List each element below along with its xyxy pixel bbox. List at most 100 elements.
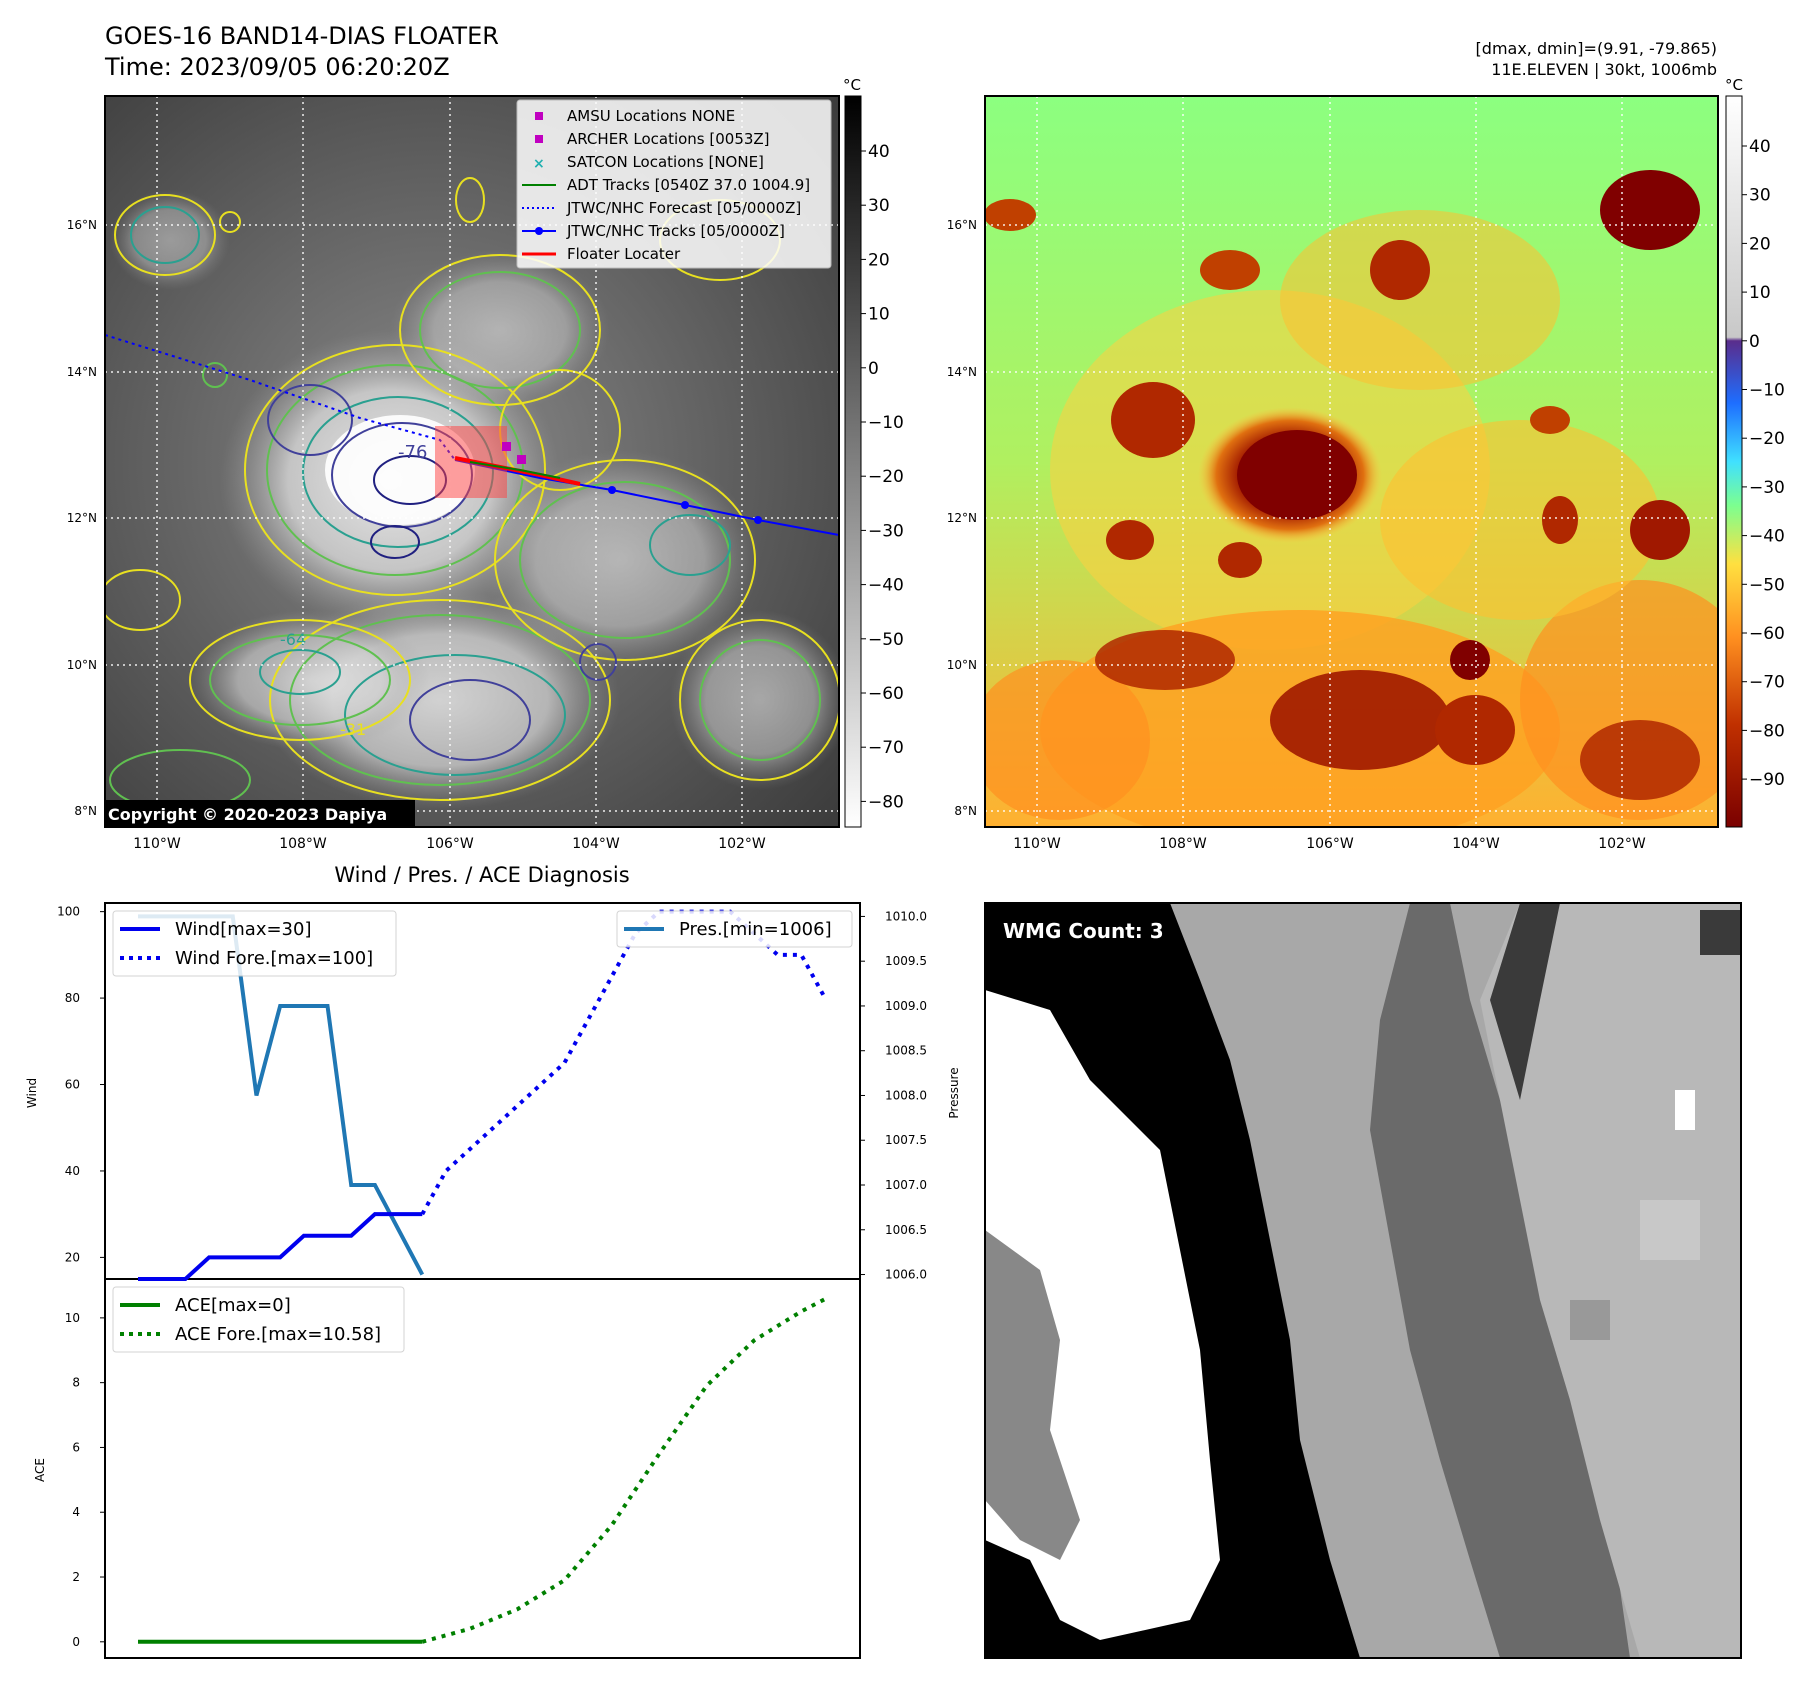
lon-label-right: 108°W xyxy=(1159,836,1207,852)
color-cb-tick-label: −70 xyxy=(1749,673,1785,693)
contour-label-76: -76 xyxy=(398,442,427,463)
pressure-tick-label: 1008.0 xyxy=(885,1088,927,1102)
gray-colorbar-ticks: 40 30 20 10 0 −10 −20 −30 −40 −50 −60 −70 −80 xyxy=(861,142,904,812)
lat-label-right: 16°N xyxy=(947,218,977,232)
legend-adt: ADT Tracks [0540Z 37.0 1004.9] xyxy=(567,176,810,194)
lat-label-right: 8°N xyxy=(954,804,977,818)
ace-axes xyxy=(104,1278,861,1659)
pressure-tick-label: 1009.5 xyxy=(885,954,927,968)
gray-colorbar xyxy=(844,95,862,828)
pressure-tick-label: 1006.0 xyxy=(885,1268,927,1282)
lat-label-right: 10°N xyxy=(947,658,977,672)
lon-label-left: 110°W xyxy=(133,836,181,852)
legend-amsu: AMSU Locations NONE xyxy=(567,107,735,125)
lon-label-right: 104°W xyxy=(1452,836,1500,852)
pressure-tick-label: 1008.5 xyxy=(885,1044,927,1058)
ace-forecast-line xyxy=(421,1297,826,1644)
gray-cb-tick-label: 0 xyxy=(868,359,879,379)
map-axis-labels: 16°N 16°N 14°N 14°N 12°N 12°N 10°N 10°N 8°N 8°N 11… xyxy=(67,218,1646,852)
wmg-panel: WMG Count: 3 xyxy=(985,903,1741,1658)
color-cb-tick-label: −90 xyxy=(1749,770,1785,790)
lat-label-right: 14°N xyxy=(947,365,977,379)
lat-label-left: 10°N xyxy=(67,658,97,672)
color-map xyxy=(985,96,1718,827)
diagnosis-lines xyxy=(138,909,827,1644)
legend-satcon: SATCON Locations [NONE] xyxy=(567,153,764,171)
pressure-tick-label: 1009.0 xyxy=(885,999,927,1013)
lon-label-left: 106°W xyxy=(426,836,474,852)
wind-forecast-line xyxy=(420,909,827,1216)
wind-legend: Wind[max=30] Wind Fore.[max=100] xyxy=(112,910,397,977)
lat-label-left: 16°N xyxy=(67,218,97,232)
ace-legend: ACE[max=0] ACE Fore.[max=10.58] xyxy=(112,1286,405,1353)
legend-tracks: JTWC/NHC Tracks [05/0000Z] xyxy=(566,222,785,240)
wmg-count: WMG Count: 3 xyxy=(1003,919,1164,943)
storm-label: 11E.ELEVEN | 30kt, 1006mb xyxy=(1491,60,1717,79)
gray-cb-tick-label: −70 xyxy=(868,738,904,758)
color-cb-tick-label: 10 xyxy=(1749,283,1771,303)
legend-marker-satcon-icon: × xyxy=(533,156,545,172)
figure-title: GOES-16 BAND14-DIAS FLOATER xyxy=(105,22,499,50)
wind-tick-label: 40 xyxy=(65,1164,80,1178)
color-cb-tick-label: −40 xyxy=(1749,527,1785,547)
contour-label-31: -31 xyxy=(340,720,366,739)
lon-label-right: 110°W xyxy=(1013,836,1061,852)
pressure-tick-label: 1010.0 xyxy=(885,909,927,923)
gray-cb-tick-label: −60 xyxy=(868,684,904,704)
copyright-box xyxy=(105,800,415,826)
color-colorbar xyxy=(1725,95,1743,828)
color-cb-tick-label: −50 xyxy=(1749,575,1785,595)
ace-tick-label: 4 xyxy=(72,1505,80,1519)
pressure-tick-label: 1006.5 xyxy=(885,1223,927,1237)
ace-ylabel: ACE xyxy=(33,1458,47,1482)
color-cb-tick-label: −30 xyxy=(1749,478,1785,498)
lat-label-left: 14°N xyxy=(67,365,97,379)
gray-cb-tick-label: 40 xyxy=(868,142,890,162)
legend-ace: ACE[max=0] xyxy=(175,1295,291,1316)
pressure-ylabel: Pressure xyxy=(947,1067,961,1118)
gray-cb-tick-label: −30 xyxy=(868,521,904,541)
gray-cb-tick-label: −80 xyxy=(868,792,904,812)
diagnosis-title: Wind / Pres. / ACE Diagnosis xyxy=(334,863,629,887)
gray-cb-tick-label: 10 xyxy=(868,305,890,325)
lon-label-left: 102°W xyxy=(718,836,766,852)
color-cb-tick-label: 20 xyxy=(1749,234,1771,254)
gray-colorbar-unit: °C xyxy=(843,76,861,94)
figure-time: Time: 2023/09/05 06:20:20Z xyxy=(104,53,450,81)
color-cb-tick-label: 40 xyxy=(1749,137,1771,157)
gray-cb-tick-label: −40 xyxy=(868,576,904,596)
color-colorbar-ticks: 40 30 20 10 0 −10 −20 −30 −40 −50 −60 −70 −80 −90 xyxy=(1742,137,1785,790)
legend-pres: Pres.[min=1006] xyxy=(679,919,832,940)
copyright-text: Copyright © 2020-2023 Dapiya xyxy=(108,805,387,824)
pressure-legend: Pres.[min=1006] xyxy=(616,910,853,948)
legend-archer: ARCHER Locations [0053Z] xyxy=(567,130,770,148)
gray-cb-tick-label: −20 xyxy=(868,467,904,487)
wind-tick-label: 100 xyxy=(57,905,80,919)
wind-ylabel: Wind xyxy=(25,1078,39,1108)
legend-forecast: JTWC/NHC Forecast [05/0000Z] xyxy=(566,199,801,217)
lon-label-left: 108°W xyxy=(279,836,327,852)
color-cb-tick-label: −10 xyxy=(1749,381,1785,401)
gray-cb-tick-label: 30 xyxy=(868,196,890,216)
gray-cb-tick-label: −50 xyxy=(868,630,904,650)
contour-label-64: -64 xyxy=(280,630,306,649)
ace-tick-label: 2 xyxy=(72,1570,80,1584)
lon-label-left: 104°W xyxy=(572,836,620,852)
color-cb-tick-label: 0 xyxy=(1749,332,1760,352)
wind-tick-label: 20 xyxy=(65,1250,80,1264)
color-cb-tick-label: 30 xyxy=(1749,186,1771,206)
wind-tick-label: 60 xyxy=(65,1078,80,1092)
legend-marker-archer xyxy=(535,135,543,143)
wind-tick-label: 80 xyxy=(65,991,80,1005)
ace-tick-label: 6 xyxy=(72,1440,80,1454)
ace-tick-label: 10 xyxy=(65,1311,80,1325)
pressure-tick-label: 1007.5 xyxy=(885,1133,927,1147)
color-colorbar-unit: °C xyxy=(1725,76,1743,94)
pressure-tick-label: 1007.0 xyxy=(885,1178,927,1192)
stats-label: [dmax, dmin]=(9.91, -79.865) xyxy=(1476,39,1717,58)
lon-label-right: 102°W xyxy=(1598,836,1646,852)
gray-cb-tick-label: −10 xyxy=(868,413,904,433)
map-legend: AMSU Locations NONE ARCHER Locations [00… xyxy=(516,99,832,269)
gray-cb-tick-label: 20 xyxy=(868,250,890,270)
ace-tick-label: 8 xyxy=(72,1376,80,1390)
